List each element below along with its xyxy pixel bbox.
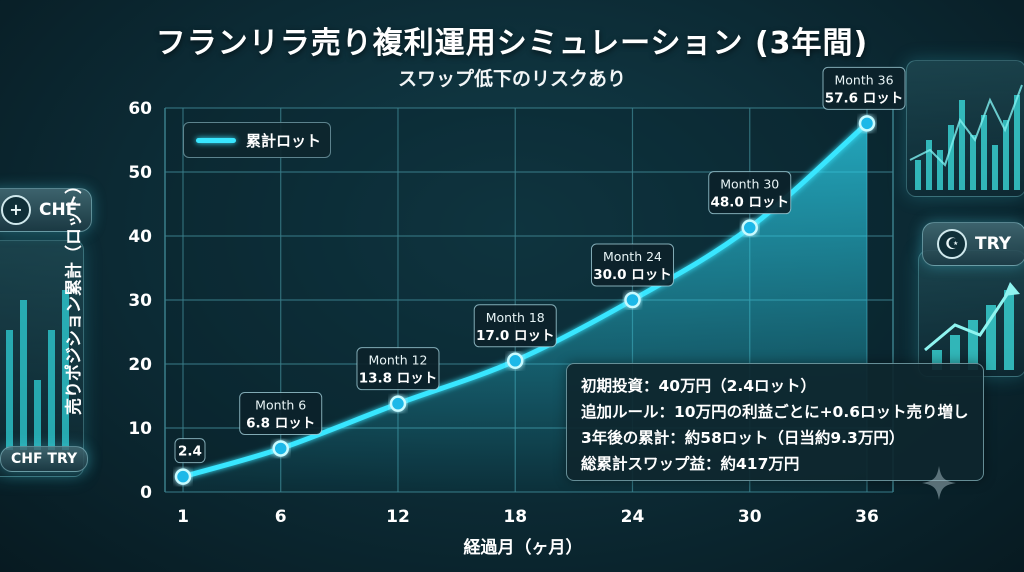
simulation-info-box: 初期投資：40万円（2.4ロット） 追加ルール：10万円の利益ごとに+0.6ロッ…	[566, 363, 984, 481]
data-label-box	[356, 347, 440, 391]
swiss-flag-icon: +	[1, 195, 31, 225]
right-bottom-bar-decoration	[932, 290, 1014, 370]
y-axis-label: 売りポジション累計（ロット）	[64, 177, 85, 415]
data-label-month: Month 24	[603, 249, 662, 264]
data-label: Month 36 57.6 ロット	[822, 66, 906, 110]
data-label-box	[590, 243, 674, 287]
info-line-initial-investment: 初期投資：40万円（2.4ロット）	[581, 377, 817, 395]
data-point	[389, 395, 407, 412]
chf-badge-label: CHF	[39, 200, 78, 220]
right-top-trend-line	[909, 84, 1023, 167]
data-point	[741, 219, 758, 236]
x-tick-label: 36	[855, 507, 879, 527]
left-bar-decoration	[6, 290, 69, 450]
x-tick-label: 12	[386, 507, 410, 527]
chf-try-badge-label: CHF TRY	[11, 451, 78, 467]
y-tick-label: 40	[128, 227, 152, 247]
data-point	[624, 291, 641, 309]
left-decor-panel	[0, 240, 84, 477]
data-label: Month 6 6.8 ロット	[239, 391, 323, 435]
right-bottom-trend-arrow	[924, 289, 1012, 352]
turkish-flag-icon: ☪	[937, 229, 967, 259]
data-point	[506, 352, 524, 370]
page-subtitle: スワップ低下のリスクあり	[397, 68, 626, 90]
data-label: Month 12 13.8 ロット	[356, 347, 440, 391]
info-line-total-swap: 総累計スワップ益：約417万円	[581, 455, 800, 473]
y-tick-label: 0	[140, 483, 152, 503]
data-point	[272, 440, 289, 457]
info-line-cumulative-lots: 3年後の累計：約58ロット（日当約9.3万円）	[581, 429, 905, 447]
y-tick-label: 20	[128, 355, 152, 375]
data-label-month: Month 36	[834, 72, 893, 87]
data-label-box	[473, 304, 557, 348]
y-tick-label: 50	[128, 163, 152, 183]
data-label-box	[174, 438, 206, 464]
y-tick-label: 60	[128, 99, 152, 119]
x-axis-label: 経過月（ヶ月）	[463, 538, 583, 558]
sparkle-icon	[922, 466, 956, 500]
y-tick-label: 30	[128, 291, 152, 311]
data-label-box	[239, 391, 323, 435]
data-label-month: Month 18	[486, 310, 545, 325]
data-label-month: Month 30	[720, 177, 779, 192]
right-top-bar-decoration	[915, 95, 1020, 190]
arrow-head-icon	[1004, 282, 1020, 296]
legend-swatch	[196, 137, 236, 143]
data-point	[858, 115, 876, 132]
info-line-add-rule: 追加ルール：10万円の利益ごとに+0.6ロット売り増し	[581, 403, 969, 421]
page-title: フランリラ売り複利運用シミュレーション (3年間)	[155, 26, 869, 61]
try-badge: ☪ TRY	[922, 222, 1024, 266]
data-label-value: 2.4	[178, 444, 202, 460]
x-tick-label: 18	[503, 507, 527, 527]
chf-try-badge: CHF TRY	[0, 446, 89, 472]
data-label-value: 6.8 ロット	[246, 415, 315, 431]
data-label-value: 30.0 ロット	[593, 267, 672, 283]
data-label-box	[708, 171, 792, 215]
chf-badge: + CHF	[0, 188, 93, 232]
x-tick-label: 24	[621, 507, 645, 527]
data-label-value: 13.8 ロット	[359, 371, 438, 387]
legend-series-label: 累計ロット	[246, 131, 322, 150]
x-tick-label: 1	[177, 507, 189, 527]
data-label: Month 18 17.0 ロット	[473, 304, 557, 348]
data-label-value: 17.0 ロット	[476, 328, 555, 344]
data-point	[174, 468, 192, 485]
x-tick-label: 30	[738, 507, 762, 527]
data-label-box	[822, 66, 906, 110]
data-label-month: Month 6	[255, 397, 306, 412]
chart-legend: 累計ロット	[183, 122, 331, 158]
data-label-value: 57.6 ロット	[825, 90, 904, 106]
x-tick-label: 6	[275, 507, 287, 527]
data-label-month: Month 12	[368, 353, 427, 368]
data-label: Month 30 48.0 ロット	[708, 171, 792, 215]
data-label: 2.4	[174, 438, 206, 464]
try-badge-label: TRY	[975, 234, 1012, 254]
data-label: Month 24 30.0 ロット	[590, 243, 674, 287]
data-label-value: 48.0 ロット	[710, 195, 789, 211]
y-tick-label: 10	[128, 419, 152, 439]
